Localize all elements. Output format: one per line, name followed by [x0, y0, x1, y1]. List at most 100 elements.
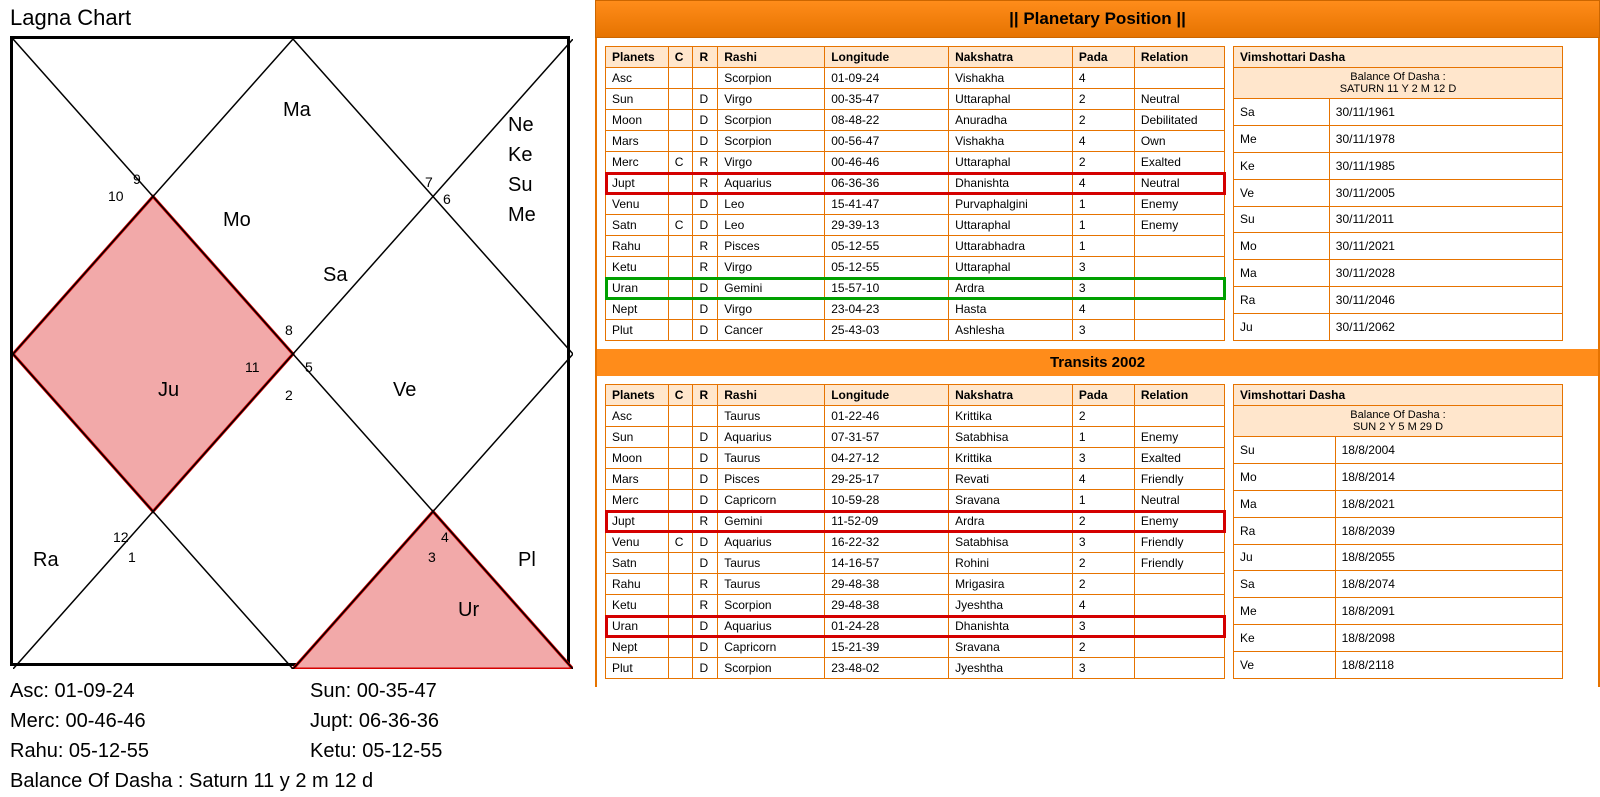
table-row: NeptDCapricorn15-21-39Sravana2	[606, 637, 1225, 658]
table-row: SatnCDLeo29-39-13Uttaraphal1Enemy	[606, 215, 1225, 236]
table-row: PlutDScorpion23-48-02Jyeshtha3	[606, 658, 1225, 679]
chart-planet-mo: Mo	[223, 209, 251, 232]
lagna-chart-title: Lagna Chart	[10, 5, 585, 31]
planetary-position-header: || Planetary Position ||	[595, 0, 1600, 38]
lagna-chart-svg	[13, 39, 573, 669]
col-relation: Relation	[1134, 385, 1224, 406]
chart-highlight-triangle	[293, 512, 573, 670]
chart-highlight-diamond	[13, 197, 293, 512]
dasha2-title: Vimshottari Dasha	[1234, 385, 1563, 406]
chart-house-5: 5	[305, 359, 313, 375]
table-row: AscTaurus01-22-46Krittika2	[606, 406, 1225, 427]
col-planets: Planets	[606, 47, 669, 68]
chart-planet-ne: Ne	[508, 114, 534, 137]
vimshottari-dasha-table-1: Vimshottari Dasha Balance Of Dasha : SAT…	[1233, 46, 1563, 341]
chart-house-4: 4	[441, 529, 449, 545]
chart-planet-ju: Ju	[158, 379, 179, 402]
chart-planet-ra: Ra	[33, 549, 59, 572]
dasha-row: Su30/11/2011	[1234, 206, 1563, 233]
col-rashi: Rashi	[718, 385, 825, 406]
col-nakshatra: Nakshatra	[949, 385, 1073, 406]
col-pada: Pada	[1072, 47, 1134, 68]
table-row: RahuRTaurus29-48-38Mrigasira2	[606, 574, 1225, 595]
table-row: KetuRVirgo05-12-55Uttaraphal3	[606, 257, 1225, 278]
col-longitude: Longitude	[825, 385, 949, 406]
chart-planet-ke: Ke	[508, 144, 532, 167]
table-row: MoonDTaurus04-27-12Krittika3Exalted	[606, 448, 1225, 469]
table-row: MarsDScorpion00-56-47Vishakha4Own	[606, 131, 1225, 152]
table-row: RahuRPisces05-12-55Uttarabhadra1	[606, 236, 1225, 257]
dasha-row: Sa18/8/2074	[1234, 571, 1563, 598]
dasha-row: Me30/11/1978	[1234, 125, 1563, 152]
dasha-row: Ju18/8/2055	[1234, 544, 1563, 571]
col-c: C	[668, 385, 693, 406]
vimshottari-dasha-table-2: Vimshottari Dasha Balance Of Dasha : SUN…	[1233, 384, 1563, 679]
col-planets: Planets	[606, 385, 669, 406]
dasha-row: Mo30/11/2021	[1234, 233, 1563, 260]
chart-house-10: 10	[108, 188, 124, 204]
chart-house-11: 11	[245, 359, 260, 375]
table-row: SatnDTaurus14-16-57Rohini2Friendly	[606, 553, 1225, 574]
table-row: JuptRAquarius06-36-36Dhanishta4Neutral	[606, 173, 1225, 194]
footer-merc: Merc: 00-46-46	[10, 706, 310, 736]
tables-panel: || Planetary Position || PlanetsCRRashiL…	[595, 0, 1600, 797]
footer-asc: Asc: 01-09-24	[10, 676, 310, 706]
dasha-row: Ve30/11/2005	[1234, 179, 1563, 206]
table-row: MoonDScorpion08-48-22Anuradha2Debilitate…	[606, 110, 1225, 131]
chart-planet-sa: Sa	[323, 264, 347, 287]
chart-house-6: 6	[443, 191, 451, 207]
dasha-row: Sa30/11/1961	[1234, 99, 1563, 126]
table-row: UranDAquarius01-24-28Dhanishta3	[606, 616, 1225, 637]
col-longitude: Longitude	[825, 47, 949, 68]
footer-balance: Balance Of Dasha : Saturn 11 y 2 m 12 d	[10, 766, 585, 796]
chart-house-1: 1	[128, 549, 136, 565]
dasha1-balance: Balance Of Dasha : SATURN 11 Y 2 M 12 D	[1234, 68, 1563, 99]
chart-planet-ve: Ve	[393, 379, 416, 402]
table-row: VenuDLeo15-41-47Purvaphalgini1Enemy	[606, 194, 1225, 215]
dasha-row: Ke30/11/1985	[1234, 152, 1563, 179]
col-c: C	[668, 47, 693, 68]
col-rashi: Rashi	[718, 47, 825, 68]
footer-ketu: Ketu: 05-12-55	[310, 736, 442, 766]
lagna-chart-panel: Lagna Chart Ma Ne Ke Su Me Mo Sa Ju Ve Ra Pl Ur 9 10 7…	[0, 0, 595, 797]
planetary-position-table: PlanetsCRRashiLongitudeNakshatraPadaRela…	[605, 46, 1225, 341]
table-row: AscScorpion01-09-24Vishakha4	[606, 68, 1225, 89]
chart-house-12: 12	[113, 529, 129, 545]
chart-planet-ur: Ur	[458, 599, 479, 622]
chart-planet-me: Me	[508, 204, 536, 227]
chart-house-2: 2	[285, 387, 293, 403]
chart-planet-su: Su	[508, 174, 532, 197]
table-row: SunDVirgo00-35-47Uttaraphal2Neutral	[606, 89, 1225, 110]
chart-house-3: 3	[428, 549, 436, 565]
chart-footer: Asc: 01-09-24Sun: 00-35-47 Merc: 00-46-4…	[10, 676, 585, 796]
dasha-row: Ra30/11/2046	[1234, 287, 1563, 314]
col-r: R	[693, 385, 718, 406]
chart-house-9: 9	[133, 171, 141, 187]
chart-planet-ma: Ma	[283, 99, 311, 122]
footer-jupt: Jupt: 06-36-36	[310, 706, 439, 736]
dasha-row: Ma18/8/2021	[1234, 490, 1563, 517]
dasha1-title: Vimshottari Dasha	[1234, 47, 1563, 68]
dasha-row: Ju30/11/2062	[1234, 314, 1563, 341]
table-row: PlutDCancer25-43-03Ashlesha3	[606, 320, 1225, 341]
lagna-chart-box: MaNeKeSuMeMoSaJuVeRaPlUr910768115212143	[10, 36, 570, 666]
table-row: MercCRVirgo00-46-46Uttaraphal2Exalted	[606, 152, 1225, 173]
chart-house-7: 7	[425, 174, 433, 190]
table-row: KetuRScorpion29-48-38Jyeshtha4	[606, 595, 1225, 616]
dasha-row: Su18/8/2004	[1234, 437, 1563, 464]
dasha-row: Ve18/8/2118	[1234, 652, 1563, 679]
table-row: NeptDVirgo23-04-23Hasta4	[606, 299, 1225, 320]
footer-rahu: Rahu: 05-12-55	[10, 736, 310, 766]
col-nakshatra: Nakshatra	[949, 47, 1073, 68]
footer-sun: Sun: 00-35-47	[310, 676, 437, 706]
dasha-row: Ra18/8/2039	[1234, 517, 1563, 544]
transits-header: Transits 2002	[595, 349, 1600, 376]
dasha2-balance: Balance Of Dasha : SUN 2 Y 5 M 29 D	[1234, 406, 1563, 437]
chart-planet-pl: Pl	[518, 549, 536, 572]
col-r: R	[693, 47, 718, 68]
table-row: JuptRGemini11-52-09Ardra2Enemy	[606, 511, 1225, 532]
col-pada: Pada	[1072, 385, 1134, 406]
dasha-row: Me18/8/2091	[1234, 598, 1563, 625]
table-row: SunDAquarius07-31-57Satabhisa1Enemy	[606, 427, 1225, 448]
col-relation: Relation	[1134, 47, 1224, 68]
